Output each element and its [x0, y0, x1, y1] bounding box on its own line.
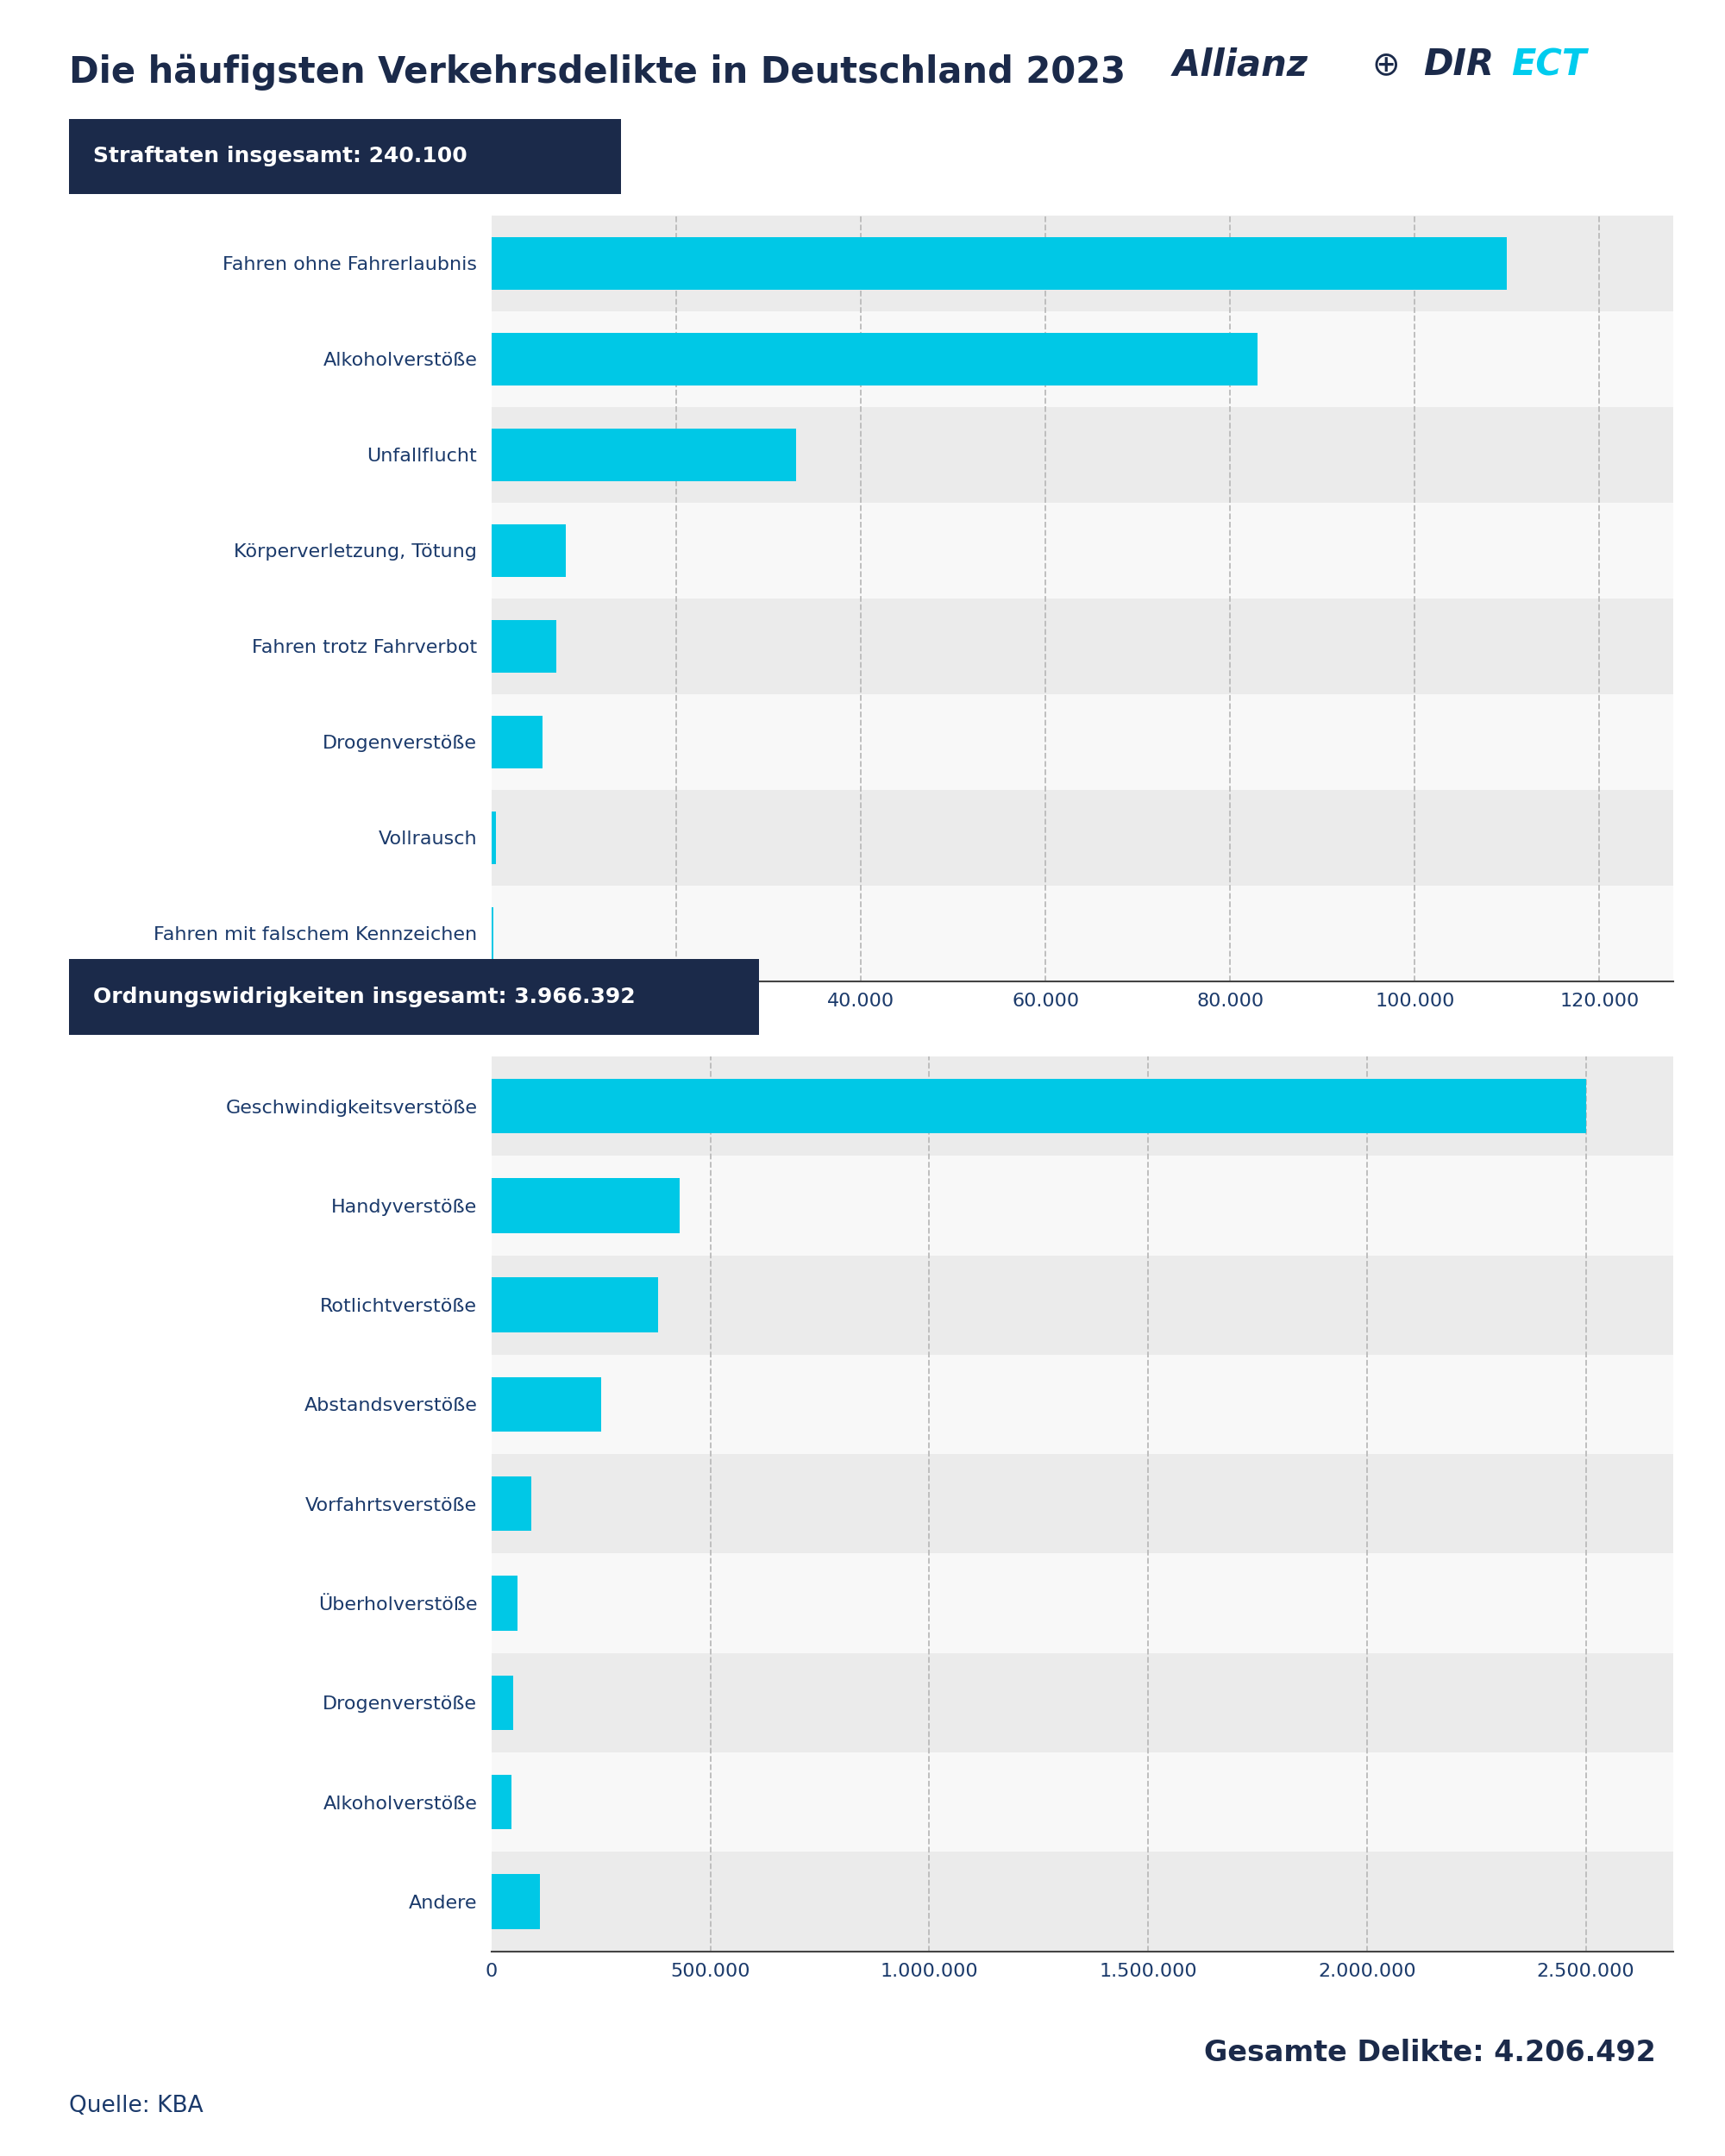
Bar [492, 811, 497, 865]
Bar [492, 429, 797, 481]
Bar [492, 1554, 1725, 1654]
Bar [492, 789, 1725, 886]
Text: DIR: DIR [1423, 47, 1494, 82]
Bar [492, 310, 1725, 407]
Bar [492, 1874, 540, 1930]
Bar [492, 332, 1258, 386]
Bar [492, 619, 555, 673]
Bar [492, 1654, 1725, 1753]
Bar [492, 716, 542, 768]
Text: Straftaten insgesamt: 240.100: Straftaten insgesamt: 240.100 [93, 147, 467, 166]
Bar [492, 1675, 514, 1729]
Bar [492, 216, 1725, 310]
Bar [492, 1255, 1725, 1354]
Bar [492, 1453, 1725, 1554]
Bar [492, 1753, 1725, 1852]
Bar [492, 908, 493, 959]
Bar [492, 1378, 600, 1432]
Bar [492, 502, 1725, 597]
Text: Quelle: KBA: Quelle: KBA [69, 2096, 204, 2117]
Bar [492, 237, 1508, 289]
Bar [492, 1056, 1725, 1156]
Bar [492, 886, 1725, 981]
Bar [492, 1774, 511, 1830]
Text: ⊕: ⊕ [1371, 47, 1399, 82]
Bar [492, 1177, 680, 1233]
Bar [492, 1477, 531, 1531]
Bar [492, 407, 1725, 502]
Text: Allianz: Allianz [1173, 47, 1309, 82]
Bar [492, 1078, 1585, 1134]
Text: ECT: ECT [1511, 47, 1587, 82]
Bar [492, 1156, 1725, 1255]
Bar [492, 694, 1725, 789]
Bar [492, 524, 566, 578]
Bar [492, 597, 1725, 694]
Text: Ordnungswidrigkeiten insgesamt: 3.966.392: Ordnungswidrigkeiten insgesamt: 3.966.39… [93, 987, 635, 1007]
Bar [492, 1279, 657, 1332]
Bar [492, 1576, 518, 1630]
Bar [492, 1354, 1725, 1453]
Text: Gesamte Delikte: 4.206.492: Gesamte Delikte: 4.206.492 [1204, 2037, 1656, 2068]
Bar [492, 1852, 1725, 1951]
Text: Die häufigsten Verkehrsdelikte in Deutschland 2023: Die häufigsten Verkehrsdelikte in Deutsc… [69, 54, 1126, 91]
